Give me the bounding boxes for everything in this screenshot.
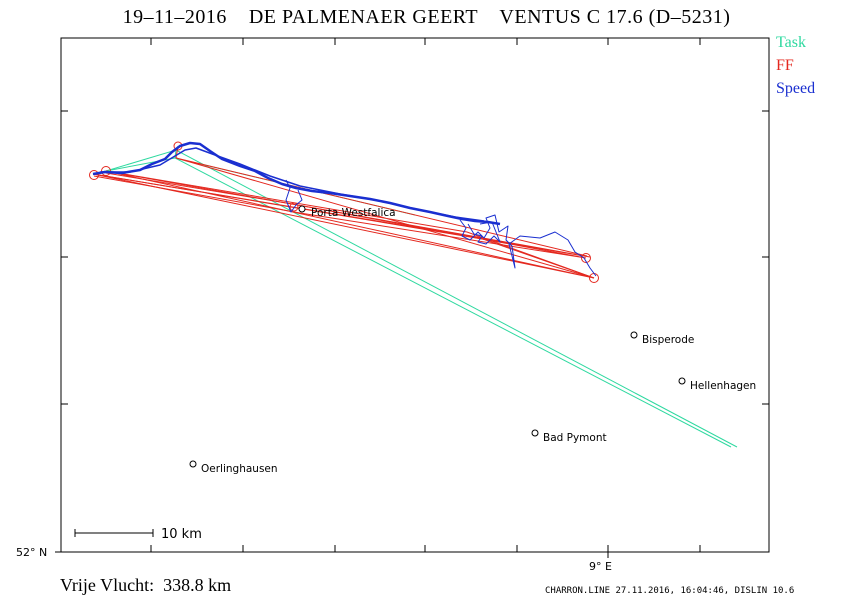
scale-bar-label: 10 km [161, 527, 202, 542]
distance-summary: Vrije Vlucht: 338.8 km [60, 575, 232, 595]
legend-speed: Speed [776, 80, 816, 97]
speed-trace [92, 141, 597, 277]
place-bad-pymont[interactable]: Bad Pymont [531, 429, 607, 444]
lon-ticks [150, 38, 701, 558]
map-frame [60, 37, 770, 553]
svg-text:Hellenhagen: Hellenhagen [690, 380, 756, 392]
svg-text:Oerlinghausen: Oerlinghausen [201, 463, 278, 475]
place-bisperode[interactable]: Bisperode [630, 331, 694, 346]
place-porta-westfalica[interactable]: Porta Westfalica [298, 205, 396, 219]
place-oerlinghausen[interactable]: Oerlinghausen [189, 460, 278, 475]
svg-text:Bad Pymont: Bad Pymont [543, 432, 607, 444]
lat-axis-label: 52° N [16, 546, 47, 559]
lat-ticks [55, 110, 769, 553]
svg-text:Porta Westfalica: Porta Westfalica [311, 207, 396, 219]
chart-title: 19–11–2016 DE PALMENAER GEERT VENTUS C 1… [122, 6, 731, 28]
lon-axis-label: 9° E [589, 560, 612, 573]
place-hellenhagen[interactable]: Hellenhagen [678, 377, 756, 392]
legend-ff: FF [776, 57, 794, 74]
svg-text:Bisperode: Bisperode [642, 334, 694, 346]
plot-credit: CHARRON.LINE 27.11.2016, 16:04:46, DISLI… [545, 586, 795, 596]
scale-bar: 10 km [74, 527, 202, 542]
legend-task: Task [776, 34, 806, 51]
